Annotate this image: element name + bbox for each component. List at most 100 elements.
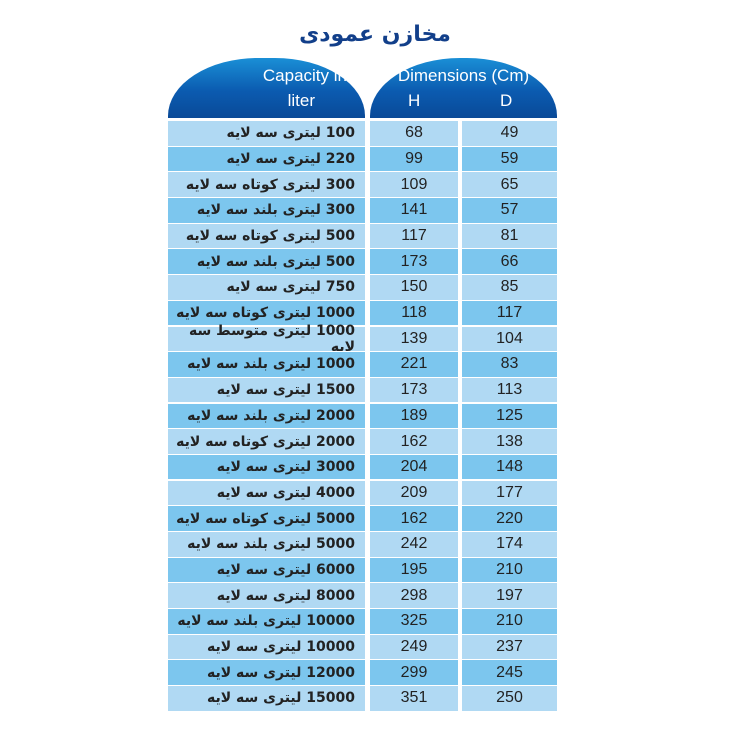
capacity-cell: 1500 لیتری سه لایه <box>168 377 365 403</box>
table-row: 2000 لیتری کوتاه سه لایه 162 138 <box>168 429 557 454</box>
diameter-cell: 177 <box>462 480 557 506</box>
height-cell: 162 <box>370 429 458 454</box>
capacity-cell: 10000 لیتری بلند سه لایه <box>168 609 365 634</box>
diameter-cell: 148 <box>462 454 557 480</box>
diameter-cell: 220 <box>462 506 557 531</box>
capacity-cell: 100 لیتری سه لایه <box>168 121 365 146</box>
table-row: 5000 لیتری بلند سه لایه 242 174 <box>168 532 557 557</box>
dimensions-header: Dimensions (Cm) H D <box>370 58 557 118</box>
capacity-cell: 2000 لیتری کوتاه سه لایه <box>168 429 365 454</box>
diameter-cell: 59 <box>462 146 557 172</box>
diameter-cell: 210 <box>462 557 557 583</box>
table-row: 3000 لیتری سه لایه 204 148 <box>168 454 557 480</box>
diameter-cell: 250 <box>462 686 557 711</box>
capacity-cell: 500 لیتری کوتاه سه لایه <box>168 223 365 249</box>
diameter-cell: 85 <box>462 275 557 300</box>
capacity-cell: 4000 لیتری سه لایه <box>168 480 365 506</box>
table-row: 2000 لیتری بلند سه لایه 189 125 <box>168 403 557 429</box>
capacity-header-line2: liter <box>287 91 315 110</box>
page-title: مخازن عمودی <box>299 22 451 47</box>
height-cell: 173 <box>370 249 458 274</box>
table-row: 1000 لیتری بلند سه لایه 221 83 <box>168 352 557 377</box>
diameter-cell: 125 <box>462 403 557 429</box>
table-row: 100 لیتری سه لایه 68 49 <box>168 121 557 146</box>
height-cell: 189 <box>370 403 458 429</box>
capacity-cell: 2000 لیتری بلند سه لایه <box>168 403 365 429</box>
capacity-cell: 12000 لیتری سه لایه <box>168 660 365 685</box>
table-row: 1000 لیتری متوسط سه لایه 139 104 <box>168 323 557 355</box>
diameter-cell: 66 <box>462 249 557 274</box>
height-cell: 162 <box>370 506 458 531</box>
height-cell: 118 <box>370 300 458 326</box>
height-cell: 221 <box>370 352 458 377</box>
capacity-cell: 3000 لیتری سه لایه <box>168 454 365 480</box>
table-row: 500 لیتری کوتاه سه لایه 117 81 <box>168 223 557 249</box>
table-row: 1500 لیتری سه لایه 173 113 <box>168 377 557 403</box>
capacity-cell: 220 لیتری سه لایه <box>168 146 365 172</box>
height-cell: 117 <box>370 223 458 249</box>
table-row: 750 لیتری سه لایه 150 85 <box>168 275 557 300</box>
tank-table: 100 لیتری سه لایه 68 49 220 لیتری سه لایه 99… <box>168 121 557 712</box>
capacity-cell: 1000 لیتری متوسط سه لایه <box>168 323 365 355</box>
height-cell: 68 <box>370 121 458 146</box>
table-row: 5000 لیتری کوتاه سه لایه 162 220 <box>168 506 557 531</box>
capacity-cell: 5000 لیتری کوتاه سه لایه <box>168 506 365 531</box>
table-row: 10000 لیتری سه لایه 249 237 <box>168 634 557 660</box>
table-row: 300 لیتری کوتاه سه لایه 109 65 <box>168 172 557 197</box>
height-cell: 209 <box>370 480 458 506</box>
table-row: 15000 لیتری سه لایه 351 250 <box>168 686 557 711</box>
table-row: 4000 لیتری سه لایه 209 177 <box>168 480 557 506</box>
diameter-header: D <box>500 91 513 110</box>
capacity-cell: 300 لیتری کوتاه سه لایه <box>168 172 365 197</box>
height-cell: 351 <box>370 686 458 711</box>
diameter-cell: 57 <box>462 198 557 223</box>
height-cell: 109 <box>370 172 458 197</box>
capacity-cell: 750 لیتری سه لایه <box>168 275 365 300</box>
capacity-cell: 1000 لیتری کوتاه سه لایه <box>168 300 365 326</box>
table-row: 6000 لیتری سه لایه 195 210 <box>168 557 557 583</box>
height-cell: 139 <box>370 326 458 351</box>
table-row: 8000 لیتری سه لایه 298 197 <box>168 583 557 608</box>
height-cell: 242 <box>370 532 458 557</box>
diameter-cell: 174 <box>462 532 557 557</box>
height-cell: 173 <box>370 377 458 403</box>
capacity-cell: 500 لیتری بلند سه لایه <box>168 249 365 274</box>
height-cell: 195 <box>370 557 458 583</box>
table-row: 1000 لیتری کوتاه سه لایه 118 117 <box>168 300 557 326</box>
height-cell: 298 <box>370 583 458 608</box>
diameter-cell: 65 <box>462 172 557 197</box>
diameter-cell: 197 <box>462 583 557 608</box>
height-cell: 325 <box>370 609 458 634</box>
height-cell: 150 <box>370 275 458 300</box>
diameter-cell: 83 <box>462 352 557 377</box>
table-row: 10000 لیتری بلند سه لایه 325 210 <box>168 609 557 634</box>
diameter-cell: 49 <box>462 121 557 146</box>
table-row: 500 لیتری بلند سه لایه 173 66 <box>168 249 557 274</box>
table-row: 220 لیتری سه لایه 99 59 <box>168 146 557 172</box>
diameter-cell: 81 <box>462 223 557 249</box>
table-row: 12000 لیتری سه لایه 299 245 <box>168 660 557 685</box>
diameter-cell: 117 <box>462 300 557 326</box>
capacity-header-line1: Capacity in <box>262 66 347 85</box>
diameter-cell: 113 <box>462 377 557 403</box>
capacity-cell: 1000 لیتری بلند سه لایه <box>168 352 365 377</box>
height-cell: 99 <box>370 146 458 172</box>
diameter-cell: 237 <box>462 634 557 660</box>
capacity-header: Capacity in liter <box>168 58 365 118</box>
capacity-cell: 10000 لیتری سه لایه <box>168 634 365 660</box>
diameter-cell: 138 <box>462 429 557 454</box>
dimensions-header-label: Dimensions (Cm) <box>397 66 530 85</box>
table-row: 300 لیتری بلند سه لایه 141 57 <box>168 198 557 223</box>
height-cell: 249 <box>370 634 458 660</box>
height-cell: 204 <box>370 454 458 480</box>
diameter-cell: 104 <box>462 326 557 351</box>
height-cell: 141 <box>370 198 458 223</box>
capacity-cell: 15000 لیتری سه لایه <box>168 686 365 711</box>
capacity-cell: 6000 لیتری سه لایه <box>168 557 365 583</box>
diameter-cell: 245 <box>462 660 557 685</box>
height-cell: 299 <box>370 660 458 685</box>
diameter-cell: 210 <box>462 609 557 634</box>
capacity-cell: 8000 لیتری سه لایه <box>168 583 365 608</box>
capacity-cell: 300 لیتری بلند سه لایه <box>168 198 365 223</box>
capacity-cell: 5000 لیتری بلند سه لایه <box>168 532 365 557</box>
